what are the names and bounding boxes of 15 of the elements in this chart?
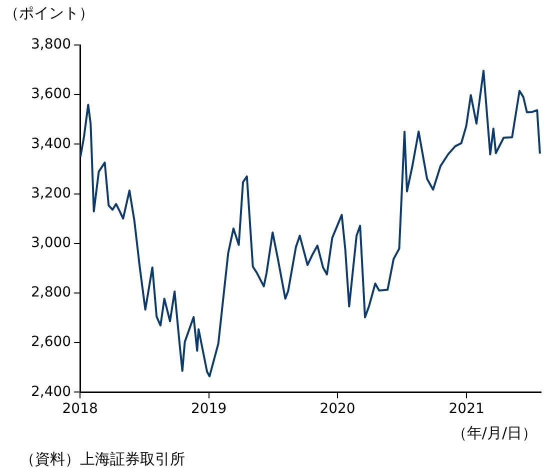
x-tick-label: 2018 [62, 401, 98, 418]
y-tick-label: 2,800 [30, 284, 72, 301]
text: （資料）上海証券取引所 [20, 450, 185, 469]
x-tick-label: 2021 [448, 401, 484, 418]
y-tick-label: 3,400 [30, 136, 72, 152]
y-axis-title: （ポイント） [4, 4, 94, 23]
y-tick-label: 3,200 [30, 185, 72, 202]
y-tick-label: 2,400 [30, 384, 72, 400]
y-tick-label: 3,000 [30, 235, 72, 252]
x-tick-label: 2020 [320, 401, 356, 418]
y-tick-label: 2,600 [30, 334, 72, 350]
y-tick-label: 3,800 [30, 36, 72, 53]
x-tick-label: 2019 [190, 401, 227, 418]
x-axis-title: （年/月/日） [452, 424, 537, 443]
y-tick-label: 3,600 [30, 86, 72, 102]
